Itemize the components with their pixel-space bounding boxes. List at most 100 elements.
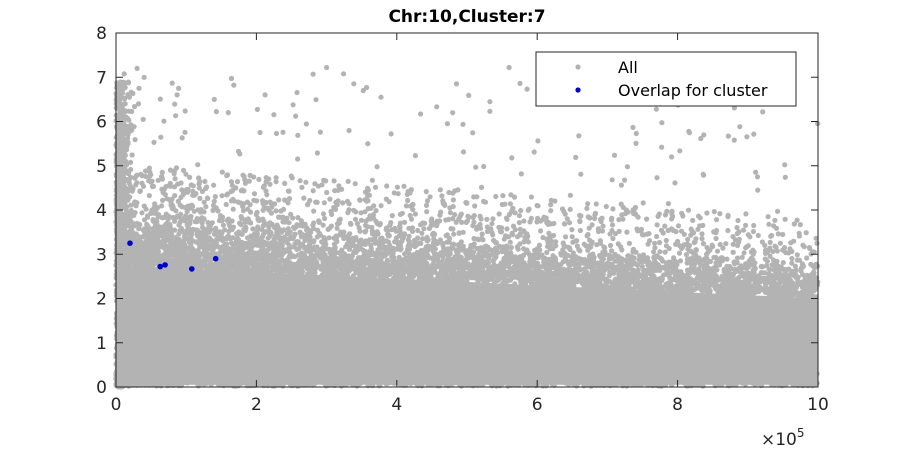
- all-point: [763, 280, 769, 286]
- all-point: [551, 270, 557, 276]
- all-point: [159, 176, 165, 182]
- all-point: [521, 279, 527, 285]
- all-point: [333, 269, 339, 275]
- all-point: [476, 273, 483, 279]
- all-point: [149, 207, 155, 213]
- all-point: [685, 236, 691, 242]
- all-point: [423, 202, 430, 208]
- all-point: [320, 222, 326, 228]
- all-point: [131, 104, 138, 110]
- all-point: [633, 271, 639, 277]
- all-point: [279, 257, 285, 263]
- all-point: [234, 179, 241, 185]
- all-point: [410, 201, 416, 208]
- all-point: [392, 269, 398, 275]
- all-point: [753, 169, 759, 175]
- all-point: [199, 188, 205, 195]
- all-point: [201, 209, 207, 215]
- all-point: [279, 245, 285, 251]
- all-point: [795, 290, 802, 296]
- all-point: [447, 261, 454, 267]
- all-point: [496, 224, 502, 230]
- all-point: [517, 273, 523, 279]
- all-point: [157, 96, 163, 102]
- all-point: [693, 252, 699, 258]
- all-point: [455, 271, 461, 277]
- all-point: [811, 274, 817, 280]
- all-point: [737, 124, 743, 130]
- all-point: [566, 261, 572, 267]
- all-point: [569, 227, 575, 233]
- all-point: [780, 231, 786, 238]
- all-point: [327, 250, 333, 256]
- all-point: [471, 194, 477, 200]
- all-point: [768, 233, 774, 239]
- all-point: [177, 202, 183, 208]
- all-point: [766, 266, 772, 272]
- all-point: [700, 222, 706, 228]
- all-point: [459, 275, 465, 281]
- all-point: [535, 138, 541, 144]
- all-point: [565, 267, 571, 273]
- all-point: [486, 255, 492, 261]
- all-point: [673, 283, 679, 289]
- all-point: [750, 261, 757, 267]
- all-point: [503, 269, 509, 275]
- all-point: [311, 239, 317, 245]
- all-point: [128, 183, 134, 189]
- all-point: [238, 222, 244, 228]
- all-point: [219, 169, 225, 175]
- all-point: [686, 128, 692, 134]
- all-point: [418, 240, 424, 247]
- all-point: [199, 220, 205, 226]
- all-point: [344, 242, 350, 248]
- all-point: [637, 253, 643, 259]
- all-point: [624, 229, 630, 235]
- all-point: [267, 220, 273, 226]
- all-point: [313, 97, 319, 103]
- all-point: [589, 275, 595, 281]
- all-point: [767, 239, 773, 245]
- all-point: [731, 137, 737, 143]
- all-point: [535, 249, 541, 255]
- all-point: [503, 278, 510, 284]
- all-point: [150, 217, 156, 223]
- all-point: [121, 71, 127, 77]
- all-point: [467, 269, 473, 275]
- all-point: [489, 273, 495, 279]
- all-point: [188, 251, 194, 257]
- all-point: [196, 175, 202, 181]
- all-point: [804, 272, 810, 278]
- all-point: [490, 232, 496, 238]
- all-point: [133, 182, 139, 188]
- all-point: [807, 245, 813, 252]
- all-point: [781, 283, 788, 289]
- all-point: [547, 278, 553, 284]
- all-point: [654, 222, 660, 228]
- all-point: [196, 185, 202, 191]
- all-point: [574, 256, 580, 262]
- all-point: [758, 264, 764, 270]
- all-point: [586, 253, 593, 260]
- all-point: [326, 235, 332, 241]
- all-point: [478, 245, 484, 251]
- all-point: [544, 282, 550, 288]
- all-point: [791, 221, 797, 227]
- all-point: [445, 247, 451, 253]
- all-point: [640, 200, 646, 206]
- all-point: [130, 260, 136, 266]
- all-point: [588, 242, 594, 248]
- all-point: [168, 200, 174, 206]
- all-point: [466, 92, 472, 98]
- all-point: [447, 210, 453, 216]
- all-point: [192, 192, 198, 198]
- all-point: [230, 235, 236, 241]
- all-point: [459, 219, 465, 225]
- all-point: [390, 256, 397, 262]
- all-point: [507, 268, 513, 274]
- all-point: [512, 227, 518, 233]
- all-point: [425, 237, 431, 243]
- all-point: [656, 211, 662, 217]
- all-point: [653, 106, 660, 112]
- all-point: [372, 240, 378, 246]
